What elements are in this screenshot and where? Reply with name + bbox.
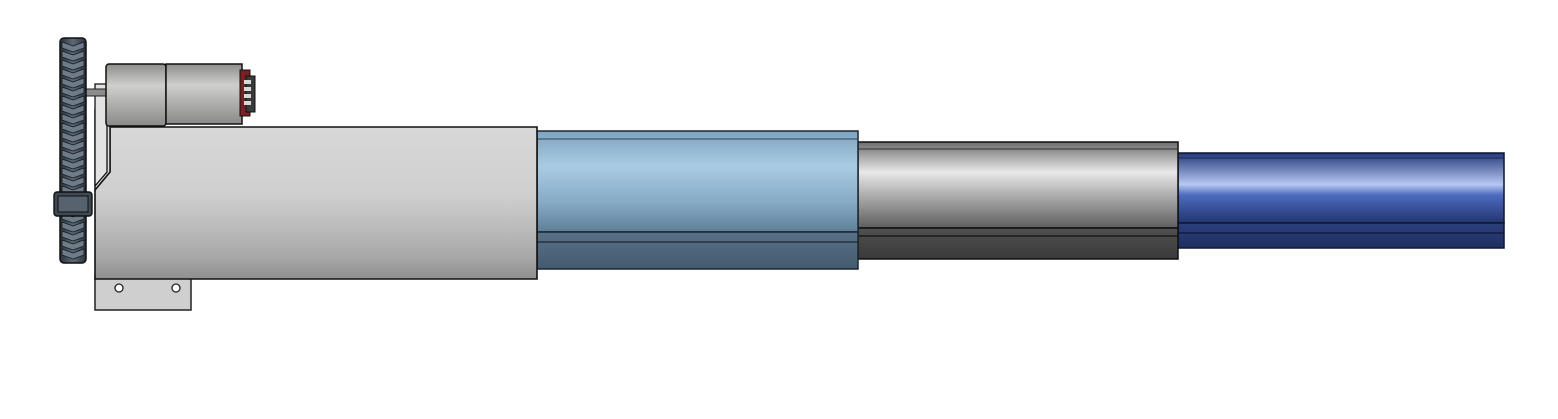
gear-tooth [61, 167, 85, 179]
gear-tooth [61, 140, 85, 152]
mount-bracket [94, 275, 192, 311]
gear-tooth [61, 239, 85, 251]
gear-tooth [61, 68, 85, 80]
gear-teeth [61, 41, 85, 260]
stage-1-tube [536, 130, 859, 270]
motor [84, 63, 256, 127]
gear-tooth [61, 131, 85, 143]
stage-3-tube [1177, 152, 1505, 249]
gear-tooth [61, 221, 85, 233]
motor-mount-plate [94, 83, 108, 188]
mount-hole-right [171, 283, 181, 293]
gear-tooth [61, 50, 85, 62]
motor-connector [239, 69, 256, 117]
drive-gear [53, 37, 93, 264]
gear-tooth [61, 149, 85, 161]
stage-2-tube [857, 141, 1179, 260]
gear-tooth [61, 122, 85, 134]
gear-tooth [61, 248, 85, 260]
gear-tooth [61, 176, 85, 188]
base-tube [94, 109, 538, 280]
gear-tooth [61, 95, 85, 107]
gear-tooth [61, 104, 85, 116]
gear-tooth [61, 41, 85, 53]
gear-tooth [61, 158, 85, 170]
gear-tooth [61, 77, 85, 89]
gear-tooth [61, 230, 85, 242]
gear-tooth [61, 59, 85, 71]
gear-tooth [61, 86, 85, 98]
gear-tooth [61, 113, 85, 125]
mount-hole-left [114, 283, 124, 293]
